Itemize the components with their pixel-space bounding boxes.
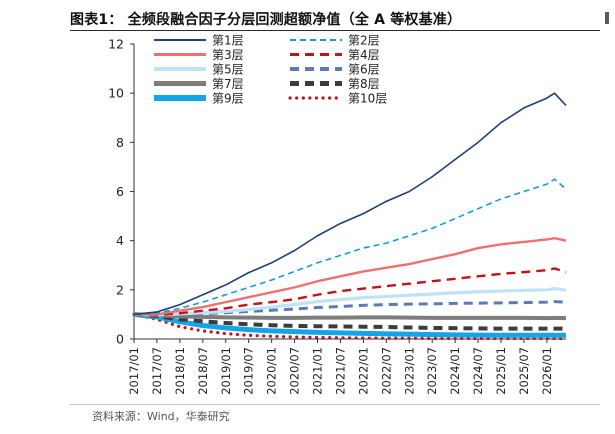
legend-label-9: 第9层 [212, 92, 244, 106]
legend-label-5: 第5层 [212, 63, 244, 77]
series-line-3 [134, 237, 567, 316]
title-rule [70, 30, 600, 31]
y-tick-label: 2 [116, 282, 124, 297]
legend-label-3: 第3层 [212, 48, 244, 62]
x-tick-label: 2024/07 [471, 347, 485, 395]
x-tick-label: 2019/01 [219, 347, 233, 395]
next-figure-edge [605, 12, 609, 24]
x-tick-label: 2020/07 [288, 347, 302, 395]
legend-label-7: 第7层 [212, 77, 244, 91]
x-tick-label: 2025/01 [494, 347, 508, 395]
x-tick-label: 2025/07 [517, 347, 531, 395]
series-line-7 [133, 312, 567, 321]
y-tick-label: 8 [116, 135, 124, 150]
legend-label-6: 第6层 [348, 63, 380, 77]
x-tick-label: 2018/01 [173, 347, 187, 395]
source-rule [70, 404, 600, 405]
series-line-4 [133, 267, 567, 317]
chart-axes: 0 2 4 6 8 10 12 2017/01 2017/07 2018/01 2018/07 201… [108, 37, 566, 395]
x-tick-label: 2020/01 [265, 347, 279, 395]
y-tick-label: 6 [116, 184, 124, 199]
x-tick-label: 2017/01 [127, 347, 141, 395]
legend-label-10: 第10层 [348, 92, 387, 106]
series-line-10 [132, 312, 568, 341]
series-line-2 [133, 178, 567, 316]
legend-label-8: 第8层 [348, 77, 380, 91]
x-tick-label: 2022/07 [379, 347, 393, 395]
figure-title: 图表1： 全频段融合因子分层回测超额净值（全 A 等权基准） [70, 12, 462, 28]
series-line-5 [133, 287, 567, 317]
y-tick-label: 12 [108, 37, 124, 52]
x-tick-label: 2018/07 [196, 347, 210, 395]
x-tick-label: 2024/01 [448, 347, 462, 395]
figure-source: 资料来源：Wind，华泰研究 [92, 410, 230, 423]
y-tick-label: 0 [116, 332, 124, 347]
figure-header: 图表1： 全频段融合因子分层回测超额净值（全 A 等权基准） [0, 0, 615, 31]
series-line-1 [133, 92, 567, 316]
legend-label-1: 第1层 [212, 34, 244, 48]
x-tick-label: 2019/07 [242, 347, 256, 395]
x-tick-label: 2023/01 [402, 347, 416, 395]
y-tick-label: 4 [116, 233, 124, 248]
x-tick-label: 2017/07 [150, 347, 164, 395]
x-tick-label: 2022/01 [356, 347, 370, 395]
x-tick-label: 2023/07 [425, 347, 439, 395]
series-line-9 [133, 311, 566, 338]
series-line-8 [133, 312, 566, 331]
legend-label-4: 第4层 [348, 48, 380, 62]
chart-series [132, 92, 568, 341]
y-tick-label: 10 [108, 86, 124, 101]
x-tick-label: 2026/01 [540, 347, 554, 395]
x-tick-label: 2021/01 [311, 347, 325, 395]
legend-label-2: 第2层 [348, 34, 380, 48]
x-tick-label: 2021/07 [333, 347, 347, 395]
